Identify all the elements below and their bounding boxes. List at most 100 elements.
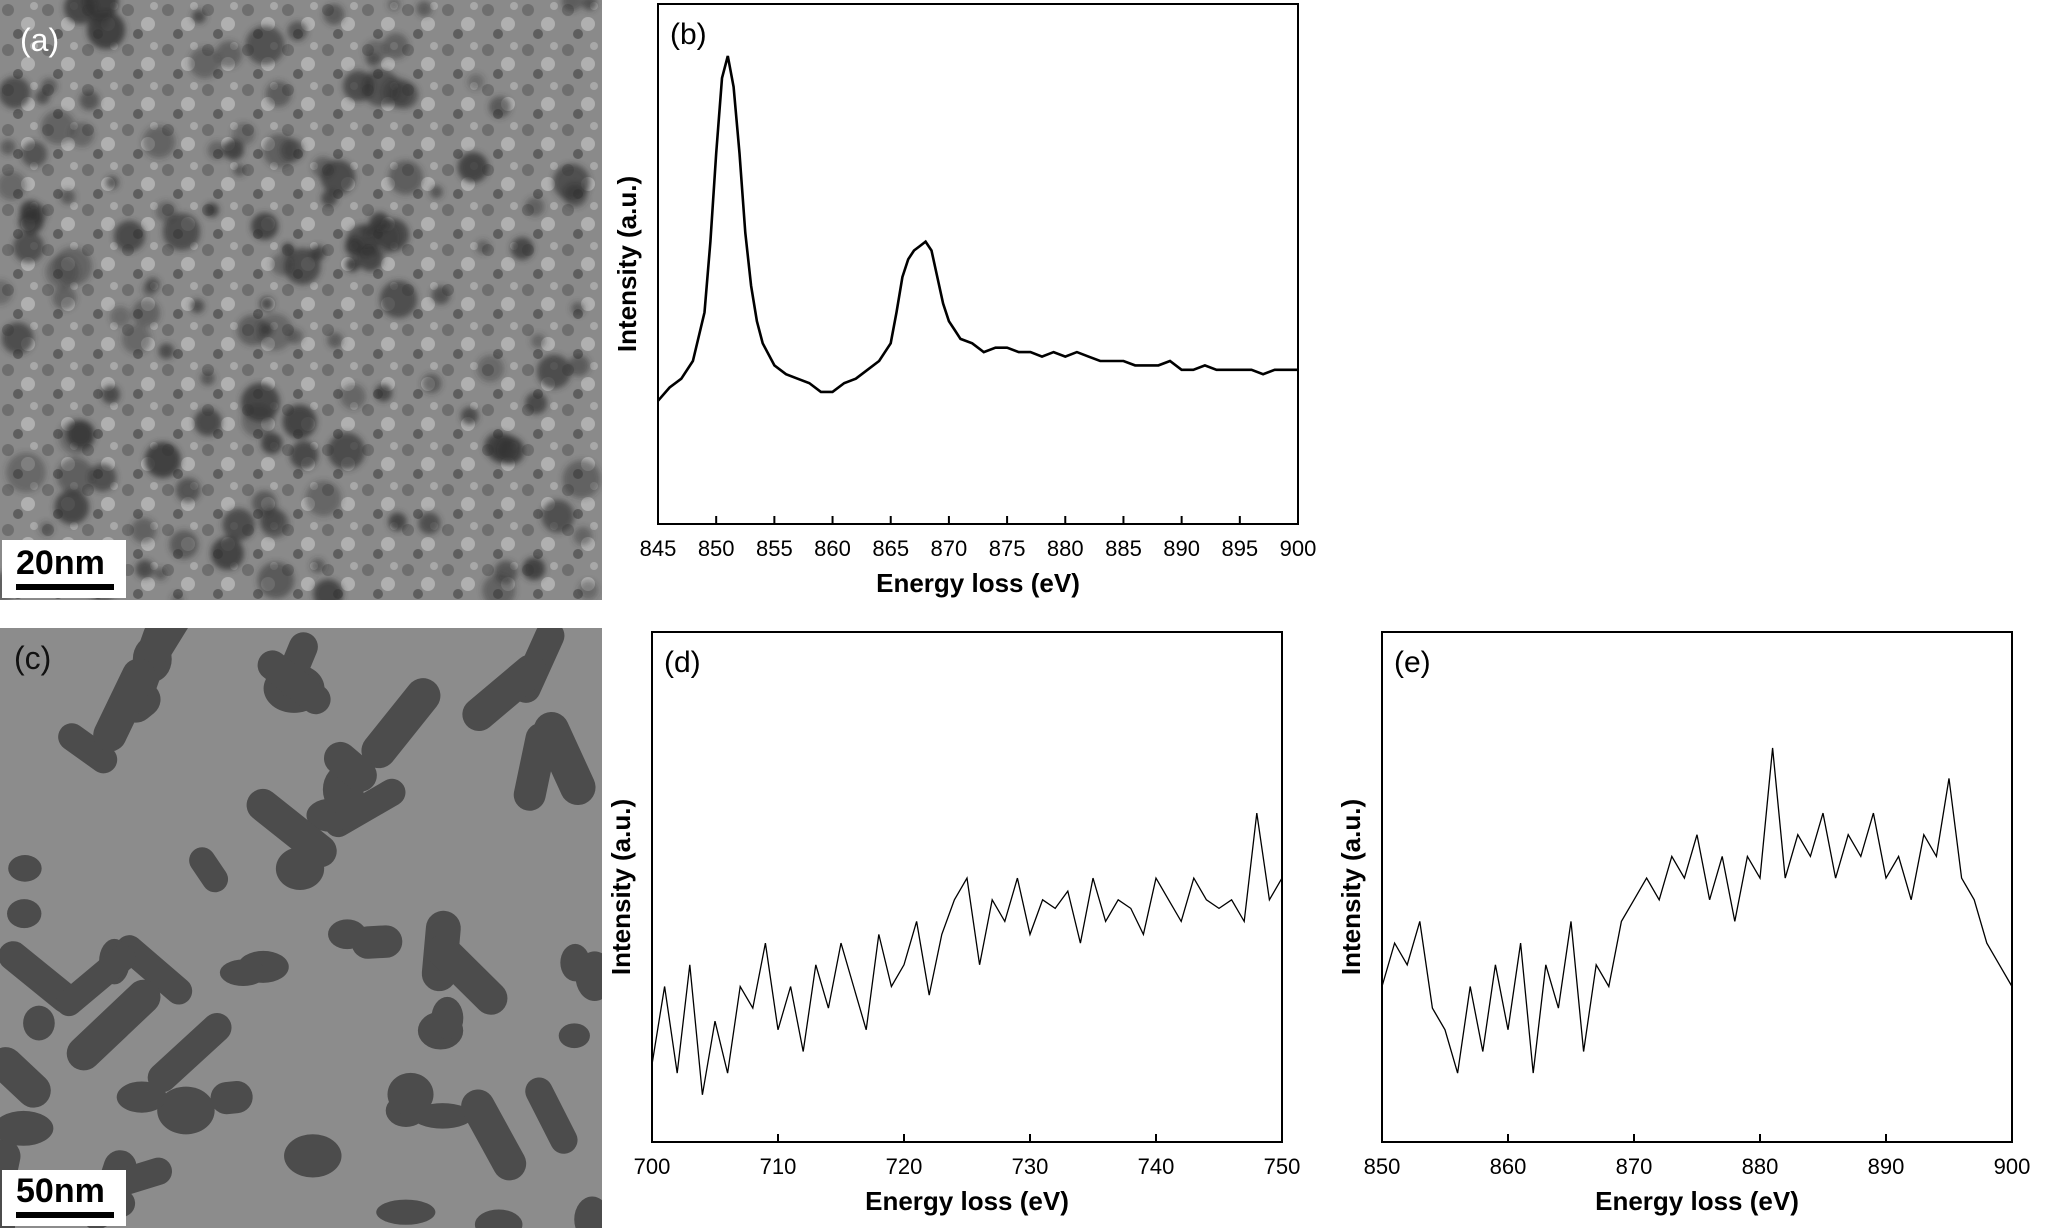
particle <box>265 81 292 107</box>
x-tick-label: 880 <box>1047 536 1084 561</box>
particle <box>0 76 31 109</box>
particle <box>113 220 146 252</box>
x-tick-label: 865 <box>872 536 909 561</box>
particle <box>64 0 97 25</box>
x-tick-label: 890 <box>1163 536 1200 561</box>
particle <box>233 164 246 177</box>
particle <box>135 559 155 579</box>
particle <box>142 125 176 159</box>
particle <box>246 788 337 868</box>
particle <box>387 1072 434 1116</box>
particle <box>345 257 360 272</box>
particle <box>574 1196 602 1228</box>
particle <box>147 1012 232 1093</box>
particle <box>0 1047 51 1108</box>
particle <box>93 658 156 752</box>
particle <box>189 47 221 79</box>
particle <box>525 392 548 415</box>
particle <box>79 90 100 111</box>
particle <box>260 323 273 336</box>
x-tick-label: 700 <box>634 1154 671 1179</box>
series-line <box>657 55 1298 402</box>
particle <box>582 0 597 11</box>
particle <box>351 925 403 959</box>
particle <box>140 628 188 665</box>
particle <box>561 0 583 12</box>
particle <box>560 943 590 982</box>
particle <box>0 279 13 305</box>
particle <box>461 1089 527 1181</box>
particle <box>578 580 598 600</box>
particle <box>245 25 285 65</box>
particle <box>158 343 175 360</box>
particle <box>281 242 294 255</box>
particle <box>287 21 308 42</box>
panel-label-a: (a) <box>20 22 60 58</box>
particle <box>110 306 131 328</box>
tem-image-c-texture <box>0 628 602 1228</box>
particle <box>105 176 119 189</box>
particle <box>241 403 275 438</box>
particle <box>39 521 54 536</box>
x-axis-label: Energy loss (eV) <box>876 568 1080 598</box>
x-tick-label: 740 <box>1138 1154 1175 1179</box>
plot-frame <box>657 3 1299 525</box>
particle <box>219 959 267 987</box>
particle <box>257 561 295 599</box>
x-tick-label: 870 <box>931 536 968 561</box>
particle <box>223 139 245 161</box>
particle <box>210 536 244 571</box>
x-tick-label: 720 <box>886 1154 923 1179</box>
particle <box>513 722 558 811</box>
particle <box>19 200 42 222</box>
particle <box>171 592 184 600</box>
particle <box>533 712 596 806</box>
particle <box>256 313 294 351</box>
particle <box>283 248 321 285</box>
particle <box>1 322 34 355</box>
particle <box>222 508 255 541</box>
particle <box>60 189 76 205</box>
particle <box>58 723 118 774</box>
particle <box>88 463 117 492</box>
x-tick-label: 750 <box>1264 1154 1301 1179</box>
particle <box>40 110 76 145</box>
series-line <box>651 813 1283 1095</box>
particle <box>365 52 381 67</box>
particle <box>52 285 77 310</box>
particle <box>361 678 441 769</box>
particle <box>541 499 575 533</box>
particle <box>571 302 585 316</box>
particle <box>525 1077 578 1154</box>
particle <box>323 3 345 25</box>
scale-bar-text-c: 50nm <box>16 1172 105 1210</box>
particle <box>340 383 366 410</box>
particle <box>232 122 256 146</box>
x-tick-label: 895 <box>1221 536 1258 561</box>
x-tick-label: 860 <box>1490 1154 1527 1179</box>
particle <box>54 489 90 525</box>
y-axis-label: Intensity (a.u.) <box>606 799 636 975</box>
x-axis-label: Energy loss (eV) <box>865 1186 1069 1216</box>
particle <box>374 384 393 402</box>
particle <box>522 557 546 581</box>
x-tick-label: 730 <box>1012 1154 1049 1179</box>
x-tick-label: 850 <box>698 536 735 561</box>
particle <box>431 286 451 305</box>
particle <box>494 560 518 584</box>
particle <box>66 420 95 449</box>
particle <box>467 73 485 91</box>
particle <box>271 253 294 276</box>
particle <box>376 1199 436 1225</box>
particle <box>525 197 545 217</box>
particle <box>573 526 593 546</box>
particle <box>388 512 407 531</box>
particle <box>387 0 401 11</box>
scale-bar-text-a: 20nm <box>16 544 105 582</box>
particle <box>162 213 201 251</box>
tem-image-a: (a) 20nm <box>0 0 602 600</box>
particle <box>200 370 216 386</box>
x-axis-label: Energy loss (eV) <box>1595 1186 1799 1216</box>
panel-label-c: (c) <box>14 640 52 676</box>
chart-b: 845 850 855 860 865 870 875 880 885 890 895 900 Ener… <box>612 3 1316 598</box>
